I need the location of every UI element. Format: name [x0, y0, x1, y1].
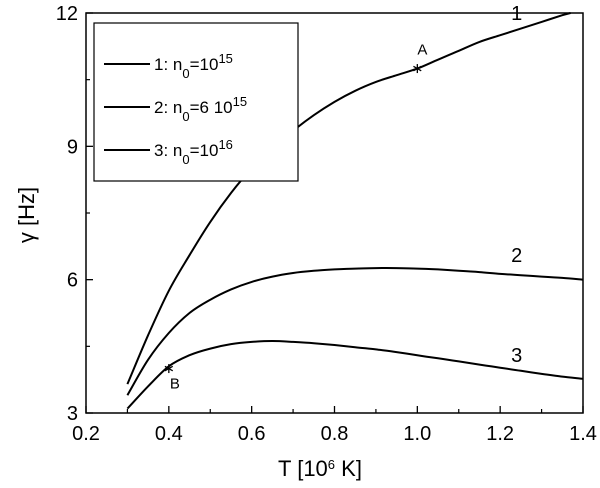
- legend-item-1: 1: n0=1015: [104, 51, 233, 81]
- x-tick-label: 1.4: [569, 423, 597, 445]
- legend-item-3: 3: n0=1016: [104, 137, 233, 167]
- x-tick-label: 0.6: [238, 423, 266, 445]
- curve-label-3: 3: [511, 345, 522, 367]
- series-line-2: [126, 267, 584, 396]
- x-tick-label: 1.0: [403, 423, 431, 445]
- y-tick-label: 9: [67, 136, 78, 158]
- legend-label-3: 3: n0=1016: [154, 137, 233, 167]
- x-axis-label-prefix: T [10: [278, 456, 328, 481]
- x-axis-label-suffix: K]: [335, 456, 362, 481]
- legend: 1: n0=1015 2: n0=6 1015 3: n0=1016: [93, 22, 299, 182]
- x-tick-label: 0.8: [321, 423, 349, 445]
- curve-label-1: 1: [511, 3, 522, 25]
- y-tick-label: 6: [67, 270, 78, 292]
- x-axis-label: T [106 K]: [278, 456, 362, 481]
- legend-item-2: 2: n0=6 1015: [104, 94, 247, 124]
- marker-B: [164, 364, 174, 374]
- marker-label-B: B: [170, 376, 180, 393]
- curve-label-2: 2: [511, 245, 522, 267]
- marker-label-A: A: [417, 42, 427, 59]
- x-tick-label: 0.4: [155, 423, 183, 445]
- marker-A: [413, 64, 422, 74]
- axis-ticks: [85, 12, 584, 414]
- curve-labels: 1 2 3: [511, 3, 522, 367]
- curves: [126, 12, 584, 410]
- y-tick-label: 3: [67, 403, 78, 425]
- x-tick-label: 1.2: [486, 423, 514, 445]
- series-line-1: [126, 12, 571, 385]
- series-line-3: [126, 339, 584, 410]
- legend-label-1: 1: n0=1015: [154, 51, 233, 81]
- legend-box: [93, 22, 299, 182]
- point-markers: AB: [164, 42, 427, 393]
- y-axis-label: γ [Hz]: [14, 187, 39, 243]
- y-tick-label: 12: [56, 3, 78, 25]
- legend-label-2: 2: n0=6 1015: [154, 94, 247, 124]
- x-axis-label-sup: 6: [328, 457, 335, 472]
- x-tick-label: 0.2: [72, 423, 100, 445]
